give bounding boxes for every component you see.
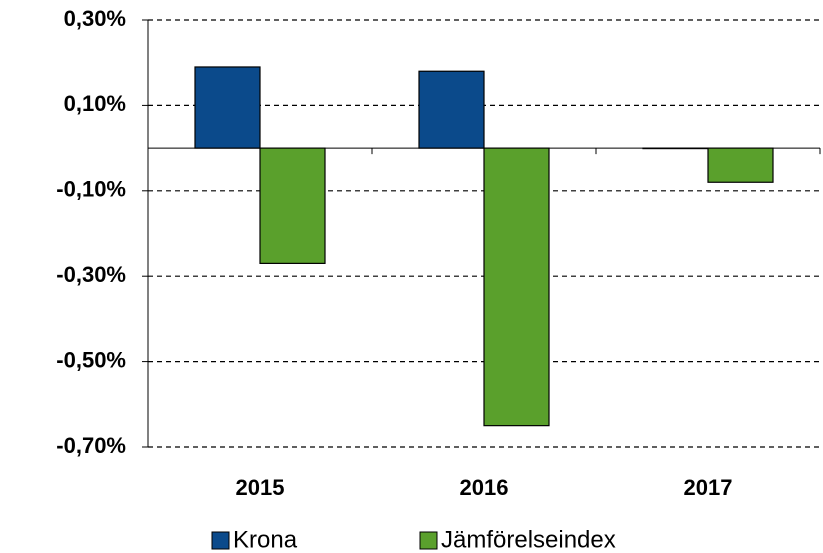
x-tick-label: 2016 [460, 475, 509, 500]
legend-swatch [211, 531, 230, 550]
legend-swatch [419, 531, 438, 550]
legend-label: Krona [233, 526, 298, 553]
y-tick-label: -0,30% [56, 262, 126, 287]
y-tick-label: -0,70% [56, 433, 126, 458]
bar [418, 70, 485, 149]
bar [194, 66, 261, 149]
y-tick-label: 0,10% [64, 91, 126, 116]
x-tick-label: 2015 [236, 475, 285, 500]
bar [259, 147, 326, 264]
x-tick-label: 2017 [684, 475, 733, 500]
y-tick-label: -0,50% [56, 347, 126, 372]
legend-label: Jämförelseindex [441, 526, 616, 553]
y-tick-label: 0,30% [64, 6, 126, 31]
bar [483, 147, 550, 427]
y-tick-label: -0,10% [56, 177, 126, 202]
bar [642, 147, 709, 150]
bar [707, 147, 774, 183]
